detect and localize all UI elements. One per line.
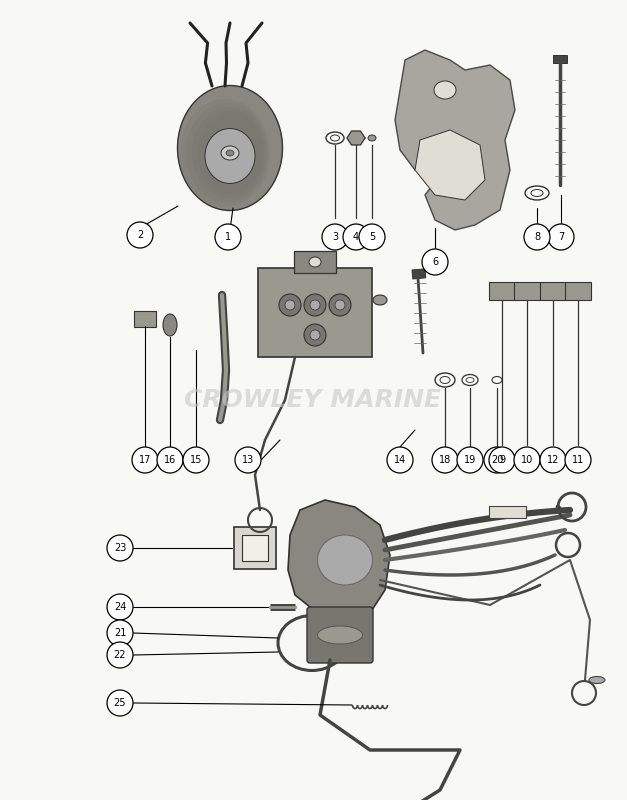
Text: 8: 8	[534, 232, 540, 242]
Ellipse shape	[317, 535, 372, 585]
Circle shape	[514, 447, 540, 473]
Text: 9: 9	[499, 455, 505, 465]
FancyBboxPatch shape	[514, 282, 540, 300]
Ellipse shape	[163, 314, 177, 336]
Circle shape	[524, 224, 550, 250]
Text: 14: 14	[394, 455, 406, 465]
Circle shape	[540, 447, 566, 473]
Text: 5: 5	[369, 232, 375, 242]
Circle shape	[127, 222, 153, 248]
Polygon shape	[347, 131, 365, 145]
Circle shape	[132, 447, 158, 473]
Circle shape	[235, 447, 261, 473]
FancyBboxPatch shape	[307, 607, 373, 663]
Ellipse shape	[373, 295, 387, 305]
Circle shape	[387, 447, 413, 473]
Text: 11: 11	[572, 455, 584, 465]
Ellipse shape	[434, 81, 456, 99]
Circle shape	[359, 224, 385, 250]
FancyBboxPatch shape	[489, 506, 526, 518]
Text: 18: 18	[439, 455, 451, 465]
Circle shape	[484, 447, 510, 473]
Bar	[242, 535, 268, 561]
Ellipse shape	[368, 135, 376, 141]
Polygon shape	[415, 130, 485, 200]
Circle shape	[304, 324, 326, 346]
Text: CROWLEY MARINE: CROWLEY MARINE	[184, 388, 441, 412]
Circle shape	[548, 224, 574, 250]
Circle shape	[285, 300, 295, 310]
FancyBboxPatch shape	[489, 282, 515, 300]
Circle shape	[157, 447, 183, 473]
Ellipse shape	[589, 677, 605, 683]
Circle shape	[565, 447, 591, 473]
Circle shape	[489, 447, 515, 473]
Circle shape	[310, 330, 320, 340]
Ellipse shape	[192, 107, 266, 199]
Text: 17: 17	[139, 455, 151, 465]
Circle shape	[107, 690, 133, 716]
Ellipse shape	[221, 146, 239, 160]
Text: 22: 22	[113, 650, 126, 660]
Bar	[234, 527, 276, 569]
Text: 4: 4	[353, 232, 359, 242]
Circle shape	[343, 224, 369, 250]
Circle shape	[304, 294, 326, 316]
Ellipse shape	[186, 103, 268, 203]
Bar	[553, 55, 567, 63]
Circle shape	[457, 447, 483, 473]
FancyBboxPatch shape	[134, 311, 156, 327]
Text: 24: 24	[114, 602, 126, 612]
Text: 12: 12	[547, 455, 559, 465]
Text: 7: 7	[558, 232, 564, 242]
Polygon shape	[288, 500, 390, 620]
Text: 16: 16	[164, 455, 176, 465]
Circle shape	[422, 249, 448, 275]
Circle shape	[107, 594, 133, 620]
Text: 10: 10	[521, 455, 533, 465]
Ellipse shape	[177, 86, 283, 210]
Text: 3: 3	[332, 232, 338, 242]
Text: 23: 23	[114, 543, 126, 553]
Text: 6: 6	[432, 257, 438, 267]
Circle shape	[432, 447, 458, 473]
Ellipse shape	[204, 115, 262, 191]
Text: 19: 19	[464, 455, 476, 465]
Text: 25: 25	[113, 698, 126, 708]
Circle shape	[329, 294, 351, 316]
Circle shape	[183, 447, 209, 473]
Ellipse shape	[317, 626, 362, 644]
Circle shape	[279, 294, 301, 316]
FancyBboxPatch shape	[565, 282, 591, 300]
Bar	[412, 269, 426, 279]
Circle shape	[215, 224, 241, 250]
Text: 2: 2	[137, 230, 143, 240]
Text: 1: 1	[225, 232, 231, 242]
Circle shape	[107, 535, 133, 561]
Circle shape	[107, 620, 133, 646]
Ellipse shape	[198, 111, 264, 195]
Ellipse shape	[309, 257, 321, 267]
Ellipse shape	[180, 99, 270, 207]
Circle shape	[335, 300, 345, 310]
Ellipse shape	[205, 129, 255, 183]
Text: 13: 13	[242, 455, 254, 465]
Circle shape	[107, 642, 133, 668]
FancyBboxPatch shape	[258, 268, 372, 357]
Ellipse shape	[226, 150, 234, 156]
Text: 20: 20	[491, 455, 503, 465]
Text: 15: 15	[190, 455, 202, 465]
Text: 21: 21	[114, 628, 126, 638]
Circle shape	[310, 300, 320, 310]
Polygon shape	[395, 50, 515, 230]
Circle shape	[322, 224, 348, 250]
FancyBboxPatch shape	[540, 282, 566, 300]
FancyBboxPatch shape	[294, 251, 336, 273]
